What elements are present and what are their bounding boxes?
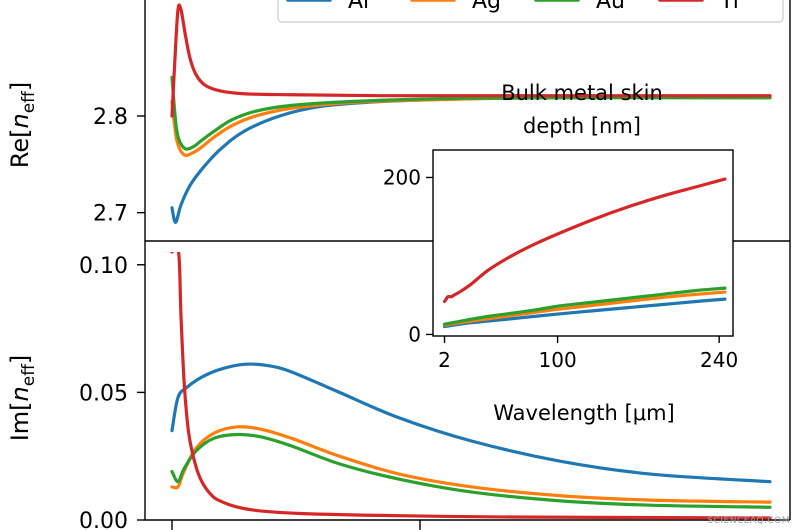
top-ylabel: Re[neff] bbox=[6, 82, 39, 169]
bottom-series-ti-line bbox=[170, 252, 772, 520]
bottom-ytick-label-1: 0.05 bbox=[79, 381, 128, 406]
inset-background bbox=[433, 150, 733, 336]
inset-xlabel: Wavelength [μm] bbox=[493, 401, 674, 425]
inset-series-au-line bbox=[442, 286, 727, 326]
top-ylabel-end: ] bbox=[6, 82, 34, 91]
bottom-ylabel-base: Im[ bbox=[6, 401, 34, 441]
bottom-ytick-label-2: 0.10 bbox=[79, 254, 128, 279]
watermark: SCIENCEAQ.COM bbox=[707, 516, 790, 526]
top-ytick-label-0: 2.7 bbox=[93, 202, 128, 227]
inset: 0 200 2 100 240 Bulk metal skin depth [nm] W… bbox=[383, 81, 738, 425]
bottom-panel: 0.00 0.05 0.10 Im[neff] bbox=[6, 241, 791, 530]
top-ylabel-var: n bbox=[6, 113, 34, 128]
top-ytick-label-1: 2.8 bbox=[93, 105, 128, 130]
inset-series-ag-line bbox=[442, 290, 727, 327]
inset-ticks: 0 200 2 100 240 bbox=[383, 165, 738, 372]
inset-series-lines bbox=[442, 177, 727, 329]
inset-xtick-label-2: 240 bbox=[700, 348, 738, 372]
legend-label-au: Au bbox=[596, 0, 625, 14]
bottom-ylabel-sub: eff bbox=[19, 363, 39, 386]
legend-box bbox=[277, 0, 784, 23]
inset-ytick-label-1: 200 bbox=[383, 165, 421, 189]
inset-ytick-label-0: 0 bbox=[408, 322, 421, 346]
inset-series-ti-line bbox=[442, 177, 727, 304]
top-ylabel-base: Re[ bbox=[6, 129, 34, 169]
bottom-ytick-label-0: 0.00 bbox=[79, 509, 128, 530]
legend: Al Ag Au Ti bbox=[277, 0, 784, 23]
legend-label-ag: Ag bbox=[472, 0, 501, 14]
top-ylabel-sub: eff bbox=[19, 90, 39, 113]
top-series-ag-line bbox=[170, 95, 772, 158]
legend-label-al: Al bbox=[348, 0, 369, 14]
inset-xtick-label-0: 2 bbox=[438, 348, 451, 372]
inset-xtick-label-1: 100 bbox=[539, 348, 577, 372]
inset-title-line-1: Bulk metal skin bbox=[501, 81, 663, 105]
legend-items: Al Ag Au Ti bbox=[286, 0, 739, 14]
bottom-series-lines bbox=[170, 252, 772, 520]
bottom-series-al-line bbox=[170, 362, 772, 484]
bottom-ylabel-end: ] bbox=[6, 355, 34, 364]
top-series-lines bbox=[170, 3, 772, 224]
bottom-series-au-line bbox=[170, 432, 772, 509]
top-series-au-line bbox=[170, 75, 772, 151]
top-yticks: 2.7 2.8 bbox=[93, 105, 145, 227]
bottom-ylabel: Im[neff] bbox=[6, 355, 39, 442]
inset-title-line-2: depth [nm] bbox=[523, 114, 641, 138]
bottom-yticks: 0.00 0.05 0.10 bbox=[79, 254, 145, 530]
top-series-ti-line bbox=[170, 3, 772, 118]
inset-frame bbox=[432, 149, 734, 337]
legend-label-ti: Ti bbox=[719, 0, 739, 14]
inset-series-al-line bbox=[442, 297, 727, 329]
top-panel: 2.7 2.8 Re[neff] bbox=[6, 0, 791, 241]
bottom-ylabel-var: n bbox=[6, 386, 34, 401]
